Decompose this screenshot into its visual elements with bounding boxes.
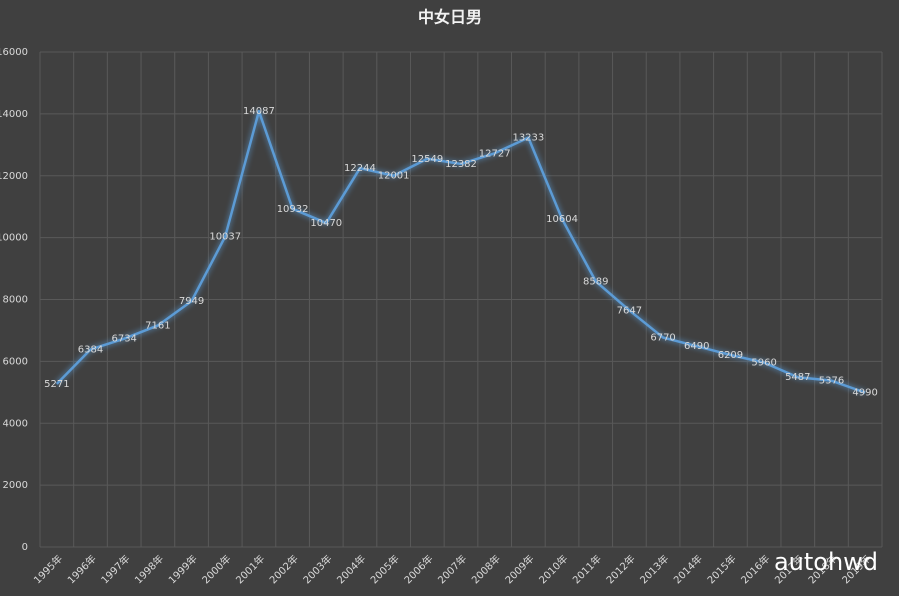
data-label: 14087 (243, 106, 275, 117)
data-label: 10932 (277, 204, 309, 215)
marks: 5271 6384 6734 7161 7949 10037 14087 1093210470… (44, 106, 878, 398)
data-label: 4990 (852, 388, 877, 399)
data-label: 6734 (111, 334, 136, 345)
data-label: 10604 (546, 214, 578, 225)
data-label: 5376 (819, 376, 844, 387)
y-tick-label: 10000 (0, 233, 28, 244)
y-tick-label: 14000 (0, 109, 28, 120)
data-label: 12244 (344, 163, 376, 174)
data-label: 7647 (617, 305, 642, 316)
y-tick-label: 6000 (3, 356, 28, 367)
data-label: 5487 (785, 372, 810, 383)
chart-title: 中女日男 (418, 8, 482, 27)
y-tick-label: 8000 (3, 295, 28, 306)
y-tick-label: 2000 (3, 480, 28, 491)
y-tick-label: 4000 (3, 418, 28, 429)
data-label: 12549 (411, 154, 443, 165)
watermark: autohwd (774, 548, 878, 576)
y-tick-label: 12000 (0, 171, 28, 182)
y-tick-label: 16000 (0, 47, 28, 58)
data-label: 12382 (445, 159, 477, 170)
data-label: 6384 (78, 344, 103, 355)
data-label: 5271 (44, 379, 69, 390)
data-label: 12727 (479, 148, 511, 159)
line (55, 109, 866, 394)
data-label: 5960 (751, 358, 776, 369)
y-tick-label: 0 (22, 542, 28, 553)
data-label: 10037 (209, 231, 241, 242)
data-label: 6209 (718, 350, 743, 361)
data-label: 7949 (179, 296, 204, 307)
data-label: 12001 (378, 171, 410, 182)
data-label: 8589 (583, 276, 608, 287)
data-label: 6490 (684, 341, 709, 352)
data-label: 13233 (512, 133, 544, 144)
data-label: 10470 (310, 218, 342, 229)
data-label: 6770 (650, 333, 675, 344)
data-label: 7161 (145, 320, 170, 331)
